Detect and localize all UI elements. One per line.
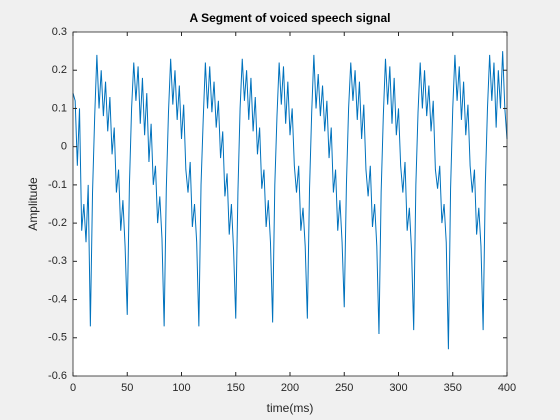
y-tick-label: -0.6 xyxy=(48,370,67,382)
y-tick-label: 0.3 xyxy=(52,26,67,38)
plot-area xyxy=(73,32,507,376)
x-tick-label: 300 xyxy=(389,382,407,394)
y-tick-label: 0.2 xyxy=(52,64,67,76)
x-tick-label: 100 xyxy=(172,382,190,394)
y-tick-label: -0.3 xyxy=(48,255,67,267)
x-tick-label: 350 xyxy=(444,382,462,394)
x-tick-label: 0 xyxy=(70,382,76,394)
x-tick-label: 50 xyxy=(121,382,133,394)
y-tick-label: -0.1 xyxy=(48,179,67,191)
y-tick-label: -0.5 xyxy=(48,332,67,344)
x-tick-label: 400 xyxy=(498,382,516,394)
y-tick-label: 0.1 xyxy=(52,102,67,114)
data-line xyxy=(72,51,508,350)
x-tick-label: 250 xyxy=(335,382,353,394)
x-tick-label: 200 xyxy=(281,382,299,394)
chart-title: A Segment of voiced speech signal xyxy=(190,11,391,25)
y-tick-label: 0 xyxy=(61,141,67,153)
x-tick-label: 150 xyxy=(227,382,245,394)
y-axis-label: Amplitude xyxy=(26,177,40,231)
x-axis-label: time(ms) xyxy=(267,401,314,415)
y-tick-label: -0.2 xyxy=(48,217,67,229)
y-tick-label: -0.4 xyxy=(48,293,67,305)
